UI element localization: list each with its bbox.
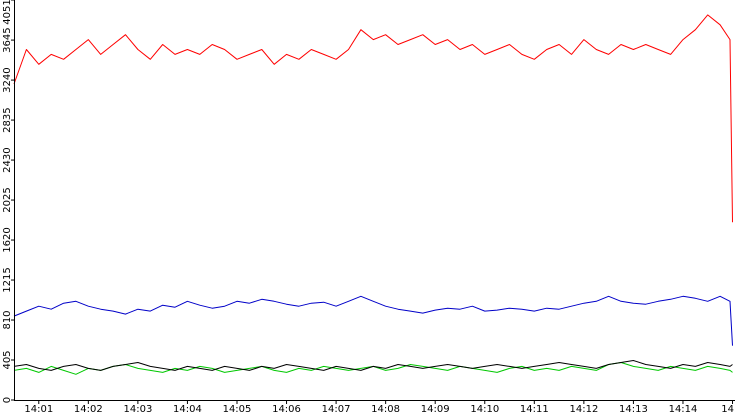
x-tick-label: 14:07 — [322, 404, 351, 415]
y-tick-label: 2835 — [2, 107, 13, 132]
x-tick-label: 14:10 — [470, 404, 499, 415]
y-tick-label: 2430 — [2, 147, 13, 172]
series-line-2 — [13, 295, 733, 346]
x-tick-label: 14:13 — [619, 404, 648, 415]
x-tick-label: 14:08 — [371, 404, 400, 415]
y-tick-layer: 0 405 810 1215 1620 2025 2430 2835 3240 3645 4051 — [2, 0, 14, 403]
y-tick-label: 405 — [2, 350, 13, 369]
y-tick-label: 810 — [2, 310, 13, 329]
x-tick-label: 14:12 — [569, 404, 598, 415]
y-tick-label: 3645 — [2, 27, 13, 52]
x-tick-label: 14:03 — [123, 404, 152, 415]
y-tick-label: 1215 — [2, 267, 13, 292]
x-tick-label: 14:09 — [421, 404, 450, 415]
x-tick-label: 14 — [721, 404, 734, 415]
y-tick-label: 2025 — [2, 187, 13, 212]
series-line-1 — [13, 14, 733, 223]
series-layer — [13, 14, 733, 375]
y-tick-label: 1620 — [2, 227, 13, 252]
x-tick-label: 14:05 — [223, 404, 252, 415]
x-tick-layer: 14:01 14:02 14:03 14:04 14:05 14:06 14:07 14:08… — [24, 400, 734, 415]
y-tick-label: 4051 — [2, 0, 13, 25]
series-line-4 — [13, 360, 733, 371]
x-tick-label: 14:01 — [24, 404, 53, 415]
y-tick-label: 0 — [2, 397, 13, 403]
x-tick-label: 14:04 — [173, 404, 202, 415]
x-tick-label: 14:06 — [272, 404, 301, 415]
x-tick-label: 14:14 — [669, 404, 698, 415]
y-tick-label: 3240 — [2, 67, 13, 92]
x-tick-label: 14:11 — [520, 404, 549, 415]
series-line-3 — [13, 362, 733, 375]
x-tick-label: 14:02 — [74, 404, 103, 415]
